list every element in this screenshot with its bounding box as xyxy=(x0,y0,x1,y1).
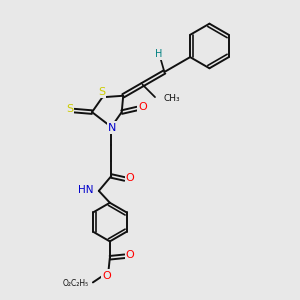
Text: O: O xyxy=(103,271,111,281)
Text: S: S xyxy=(66,104,73,114)
Text: N: N xyxy=(108,123,116,133)
Text: O: O xyxy=(126,250,134,260)
Text: S: S xyxy=(98,87,105,97)
Text: H: H xyxy=(155,49,162,58)
Text: O: O xyxy=(126,173,134,183)
Text: CH₃: CH₃ xyxy=(164,94,181,103)
Text: O: O xyxy=(138,102,147,112)
Text: O₂C₂H₅: O₂C₂H₅ xyxy=(62,279,88,288)
Text: HN: HN xyxy=(78,185,94,195)
